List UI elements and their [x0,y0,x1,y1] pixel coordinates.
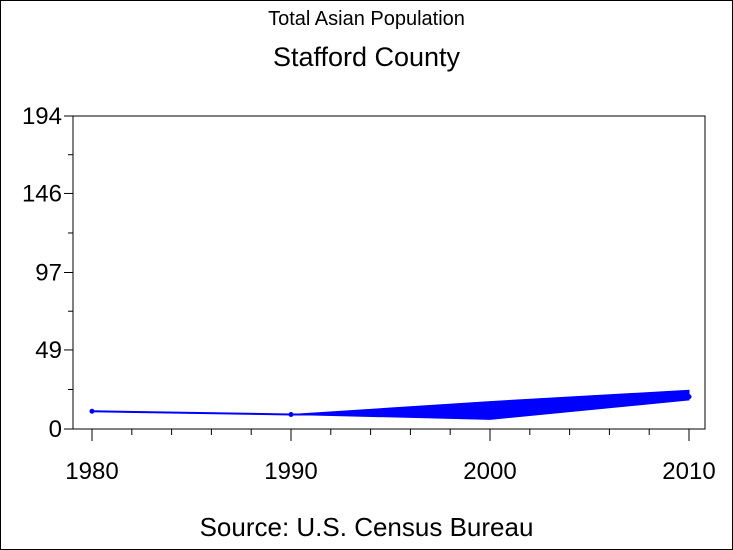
plot-area [72,115,706,430]
x-tick-label: 2010 [662,458,715,485]
chart-title: Total Asian Population [268,8,465,30]
series-line [91,395,690,416]
source-note: Source: U.S. Census Bureau [199,512,534,542]
data-point [288,411,294,417]
data-point [89,408,95,414]
x-tick-label: 2000 [463,458,516,485]
y-tick-label: 146 [22,180,62,207]
y-axis: 0 49 97 146 194 [22,103,73,443]
x-tick-label: 1990 [264,458,317,485]
y-tick-label: 0 [49,416,62,443]
chart-subtitle: Stafford County [272,42,461,72]
series-group [89,389,692,420]
data-point [487,411,493,417]
y-tick-label: 49 [35,337,62,364]
data-point [686,394,692,400]
y-tick-label: 97 [35,260,62,287]
y-tick-label: 194 [22,103,62,130]
x-tick-label: 1980 [65,458,118,485]
x-axis: 1980 1990 2000 2010 [65,429,716,485]
